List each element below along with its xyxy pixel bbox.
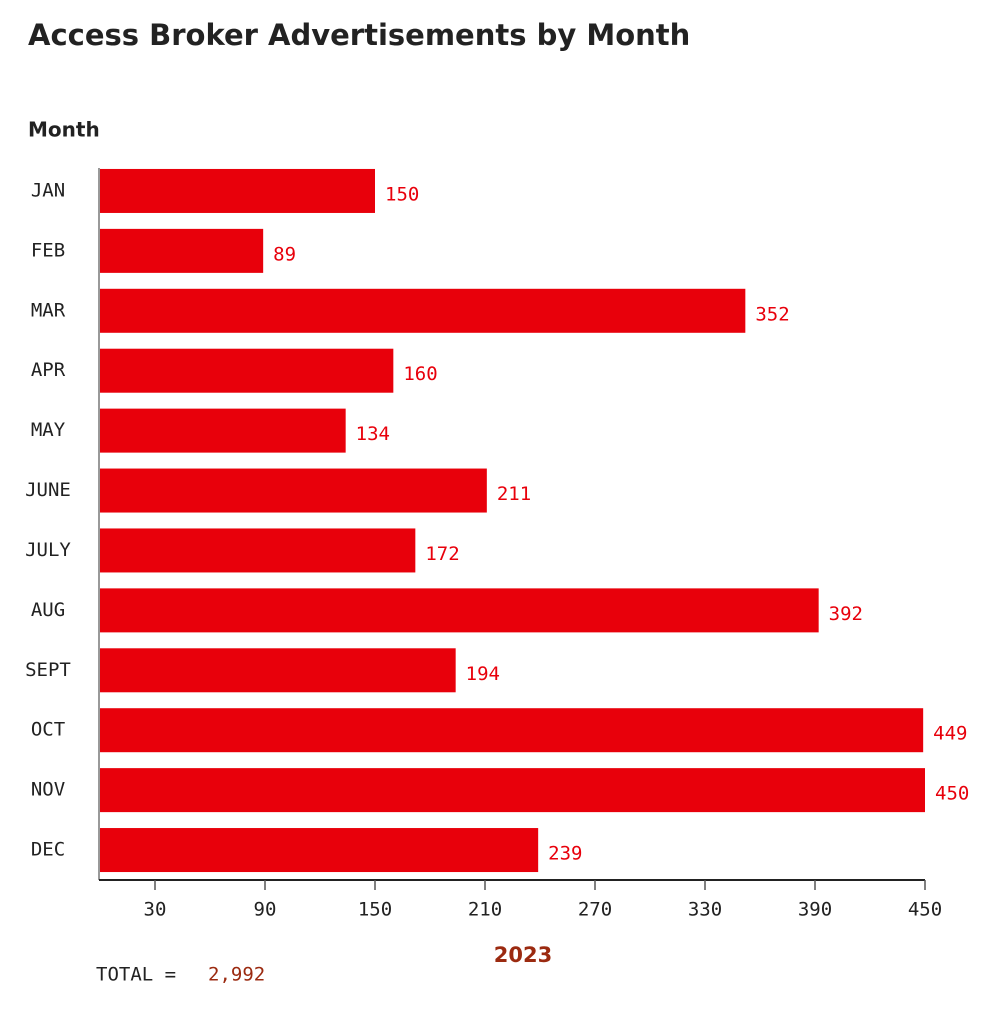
bar xyxy=(100,408,346,453)
bar xyxy=(100,468,487,513)
bar xyxy=(100,168,375,213)
y-tick-label: MAY xyxy=(31,419,66,441)
data-label: 150 xyxy=(385,183,419,205)
x-tick-label: 90 xyxy=(254,899,277,921)
total-label: TOTAL = xyxy=(96,964,176,986)
chart-title: Access Broker Advertisements by Month xyxy=(28,18,690,52)
x-tick-label: 150 xyxy=(358,899,392,921)
x-tick-label: 450 xyxy=(908,899,942,921)
data-label: 450 xyxy=(935,783,969,805)
x-tick-label: 30 xyxy=(144,899,167,921)
data-label: 194 xyxy=(466,663,500,685)
x-tick-label: 270 xyxy=(578,899,612,921)
bar xyxy=(100,348,394,393)
bar xyxy=(100,588,819,633)
bar xyxy=(100,288,746,333)
x-axis-label: 2023 xyxy=(494,943,552,967)
bar xyxy=(100,228,264,273)
x-tick-label: 390 xyxy=(798,899,832,921)
data-label: 392 xyxy=(829,603,863,625)
bar xyxy=(100,828,539,873)
data-label: 160 xyxy=(403,363,437,385)
y-tick-label: DEC xyxy=(31,839,65,861)
bar xyxy=(100,528,416,573)
y-tick-label: JUNE xyxy=(25,479,71,501)
data-label: 172 xyxy=(425,543,459,565)
data-label: 449 xyxy=(933,723,967,745)
data-label: 89 xyxy=(273,243,296,265)
data-label: 211 xyxy=(497,483,531,505)
y-tick-label: JAN xyxy=(31,179,65,201)
y-tick-label: NOV xyxy=(31,779,65,801)
bar xyxy=(100,708,924,753)
x-tick-label: 330 xyxy=(688,899,722,921)
data-label: 239 xyxy=(548,843,582,865)
y-axis-label: Month xyxy=(28,118,100,142)
y-tick-label: SEPT xyxy=(25,659,71,681)
data-label: 134 xyxy=(356,423,390,445)
y-tick-label: OCT xyxy=(31,719,65,741)
y-tick-label: MAR xyxy=(31,299,66,321)
y-tick-label: AUG xyxy=(31,599,65,621)
bar xyxy=(100,648,456,693)
bar xyxy=(100,768,925,813)
y-tick-label: JULY xyxy=(25,539,71,561)
total-value: 2,992 xyxy=(208,964,265,986)
x-tick-label: 210 xyxy=(468,899,502,921)
y-tick-label: APR xyxy=(31,359,66,381)
y-tick-label: FEB xyxy=(31,239,65,261)
data-label: 352 xyxy=(755,303,789,325)
